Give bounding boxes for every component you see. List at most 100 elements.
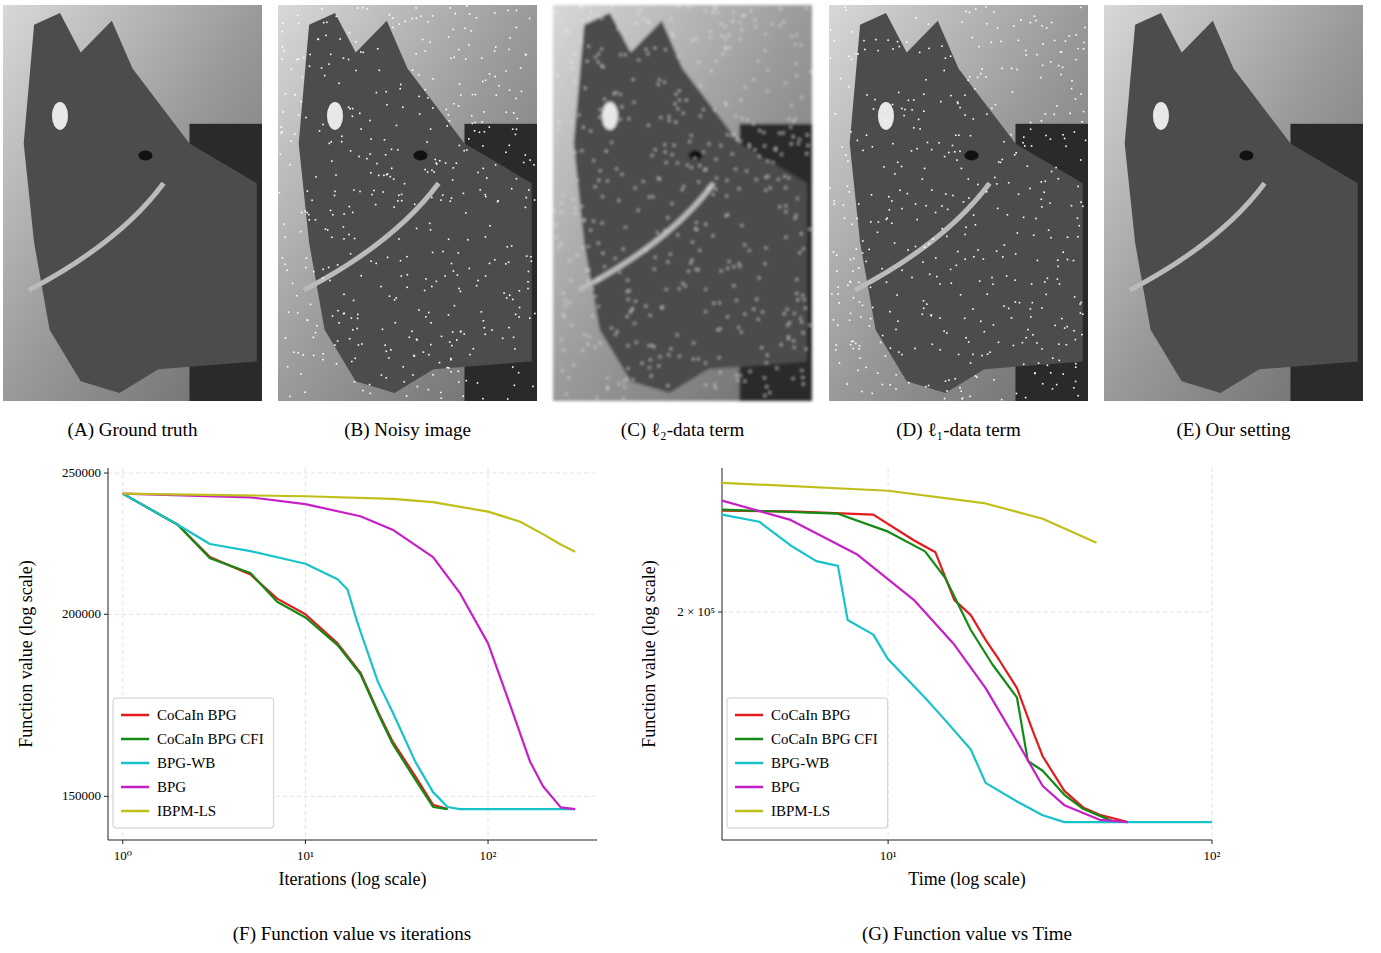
noise-dot xyxy=(527,288,529,290)
noise-dot xyxy=(484,334,486,336)
noise-dot xyxy=(624,54,626,56)
noise-dot xyxy=(810,71,812,73)
noise-dot xyxy=(431,197,433,199)
noise-dot xyxy=(857,140,859,142)
y-axis-line xyxy=(108,468,109,840)
noise-dot xyxy=(515,134,517,136)
noise-dot xyxy=(757,60,759,62)
y-tick-label: 250000 xyxy=(62,465,101,480)
noise-dot xyxy=(375,204,377,206)
noise-dot xyxy=(671,154,673,156)
noise-dot xyxy=(756,298,758,300)
noise-dot xyxy=(1025,397,1027,399)
noise-dot xyxy=(1041,181,1043,183)
noise-dot xyxy=(780,8,782,10)
noise-dot xyxy=(336,363,338,365)
noise-dot xyxy=(494,50,496,52)
noise-dot xyxy=(986,191,988,193)
noise-dot xyxy=(1082,313,1084,315)
noise-dot xyxy=(507,246,509,248)
noise-dot xyxy=(592,288,594,290)
noise-dot xyxy=(801,321,803,323)
noise-dot xyxy=(797,198,799,200)
noise-dot xyxy=(767,160,769,162)
image-content xyxy=(829,5,1088,401)
y-axis-title: Function value (log scale) xyxy=(639,560,660,747)
noise-dot xyxy=(742,15,744,17)
noise-dot xyxy=(1020,19,1022,21)
noise-dot xyxy=(649,315,651,317)
noise-dot xyxy=(719,302,721,304)
noise-dot xyxy=(570,61,572,63)
noise-dot xyxy=(964,234,966,236)
noise-dot xyxy=(1069,35,1071,37)
noise-dot xyxy=(648,125,650,127)
noise-dot xyxy=(525,154,527,156)
noise-dot xyxy=(313,337,315,339)
noise-dot xyxy=(643,181,645,183)
noise-dot xyxy=(998,342,1000,344)
noise-dot xyxy=(692,241,694,243)
noise-dot xyxy=(575,152,577,154)
noise-dot xyxy=(977,184,979,186)
noise-dot xyxy=(809,228,811,230)
noise-dot xyxy=(562,370,564,372)
noise-dot xyxy=(720,145,722,147)
noise-dot xyxy=(311,200,313,202)
noise-dot xyxy=(392,27,394,29)
noise-dot xyxy=(442,194,444,196)
noise-dot xyxy=(744,14,746,16)
noise-dot xyxy=(968,178,970,180)
noise-dot xyxy=(967,79,969,81)
noise-dot xyxy=(513,112,515,114)
noise-dot xyxy=(1047,365,1049,367)
noise-dot xyxy=(972,354,974,356)
noise-dot xyxy=(284,50,286,52)
noise-dot xyxy=(716,177,718,179)
noise-dot xyxy=(428,312,430,314)
noise-dot xyxy=(700,85,702,87)
noise-dot xyxy=(802,377,804,379)
noise-dot xyxy=(573,199,575,201)
noise-dot xyxy=(390,349,392,351)
noise-dot xyxy=(466,149,468,151)
noise-dot xyxy=(343,57,345,59)
noise-dot xyxy=(297,15,299,17)
noise-dot xyxy=(959,151,961,153)
noise-dot xyxy=(761,347,763,349)
noise-dot xyxy=(1031,145,1033,147)
noise-dot xyxy=(727,214,729,216)
noise-dot xyxy=(670,253,672,255)
noise-dot xyxy=(796,279,798,281)
noise-dot xyxy=(668,354,670,356)
legend-label: BPG xyxy=(771,779,800,795)
noise-dot xyxy=(516,27,518,29)
noise-dot xyxy=(628,118,630,120)
noise-dot xyxy=(466,380,468,382)
noise-dot xyxy=(498,85,500,87)
x-tick xyxy=(888,840,889,844)
noise-dot xyxy=(872,146,874,148)
legend: CoCaIn BPGCoCaIn BPG CFIBPG-WBBPGIBPM-LS xyxy=(113,698,274,828)
noise-dot xyxy=(849,319,851,321)
noise-dot xyxy=(412,69,414,71)
noise-dot xyxy=(973,256,975,258)
noise-dot xyxy=(965,337,967,339)
noise-dot xyxy=(483,168,485,170)
noise-dot xyxy=(357,7,359,9)
noise-dot xyxy=(850,282,852,284)
noise-dot xyxy=(360,51,362,53)
noise-dot xyxy=(431,286,433,288)
noise-dot xyxy=(753,308,755,310)
noise-dot xyxy=(927,142,929,144)
noise-dot xyxy=(650,359,652,361)
noise-dot xyxy=(1041,198,1043,200)
noise-dot xyxy=(787,324,789,326)
noise-dot xyxy=(489,73,491,75)
noise-dot xyxy=(401,275,403,277)
legend-box xyxy=(113,698,274,828)
noise-dot xyxy=(407,274,409,276)
noise-dot xyxy=(458,105,460,107)
noise-dot xyxy=(993,379,995,381)
noise-dot xyxy=(753,123,755,125)
